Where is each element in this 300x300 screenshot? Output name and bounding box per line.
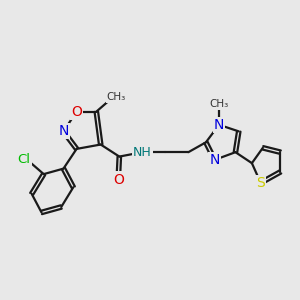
Text: N: N: [209, 153, 220, 167]
Text: NH: NH: [133, 146, 152, 159]
Text: N: N: [58, 124, 69, 138]
Text: O: O: [71, 105, 82, 119]
Text: CH₃: CH₃: [209, 99, 229, 109]
Text: Cl: Cl: [17, 153, 31, 167]
Text: S: S: [256, 176, 265, 190]
Text: O: O: [113, 172, 124, 187]
Text: N: N: [214, 118, 224, 132]
Text: CH₃: CH₃: [106, 92, 126, 102]
